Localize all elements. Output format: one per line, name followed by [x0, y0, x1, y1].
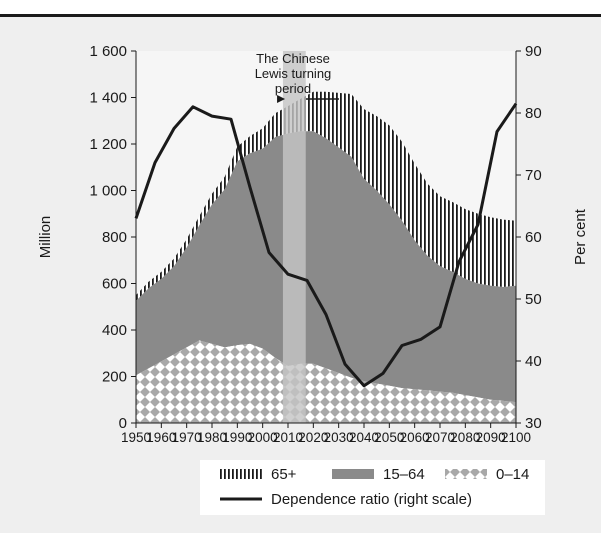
x-tick-label: 1950 [121, 430, 151, 445]
annotation-arrow-head [277, 95, 286, 103]
annotation-line: period [275, 81, 311, 96]
annotation-line: Lewis turning [255, 66, 332, 81]
axes-layer: 0 200 400 600 800 1 000 1 200 1 400 1 600 30 40 50 6… [37, 43, 589, 445]
legend-label: 15–64 [383, 466, 425, 483]
x-tick-label: 1980 [197, 430, 227, 445]
x-tick-label: 2070 [425, 430, 455, 445]
legend-swatch-65-plus [220, 469, 262, 479]
top-rule [0, 14, 601, 17]
x-tick-label: 2020 [298, 430, 328, 445]
y2-tick-label: 80 [525, 105, 542, 122]
y-tick-label: 0 [119, 415, 127, 432]
legend-label: Dependence ratio (right scale) [271, 491, 472, 508]
x-tick-label: 1990 [222, 430, 252, 445]
y-tick-label: 800 [102, 229, 127, 246]
legend-swatch-15-64 [332, 469, 374, 479]
chart-panel: The Chinese Lewis turning period 0 200 400 60… [0, 17, 601, 533]
x-tick-label: 2000 [248, 430, 278, 445]
y2-tick-label: 50 [525, 291, 542, 308]
dependence-ratio-line [134, 102, 518, 388]
x-tick-label: 2050 [374, 430, 404, 445]
x-tick-label: 2080 [450, 430, 480, 445]
area-0-14 [136, 340, 516, 423]
x-tick-label: 2060 [400, 430, 430, 445]
legend: 65+ 15–64 0–14 Dependence ratio (right scal… [200, 460, 545, 515]
y2-tick-label: 60 [525, 229, 542, 246]
y2-tick-label: 40 [525, 353, 542, 370]
y-tick-label: 1 200 [89, 136, 127, 153]
annotation-line: The Chinese [256, 51, 330, 66]
area-65-plus [136, 91, 516, 301]
y2-tick-label: 30 [525, 415, 542, 432]
x-tick-label: 1970 [172, 430, 202, 445]
x-tick-label: 2100 [501, 430, 531, 445]
area-15-64 [136, 131, 516, 403]
y2-tick-label: 70 [525, 167, 542, 184]
legend-swatch-0-14 [445, 469, 487, 479]
y2-tick-label: 90 [525, 43, 542, 60]
y-tick-label: 600 [102, 276, 127, 293]
x-tick-label: 2090 [476, 430, 506, 445]
x-tick-label: 1960 [146, 430, 176, 445]
x-tick-label: 2040 [349, 430, 379, 445]
y2-axis-title: Per cent [572, 208, 589, 265]
y-axis-title: Million [37, 216, 54, 259]
lewis-period-band [282, 51, 306, 423]
legend-label: 0–14 [496, 466, 529, 483]
legend-label: 65+ [271, 466, 297, 483]
y-tick-label: 1 400 [89, 90, 127, 107]
y-tick-label: 1 600 [89, 43, 127, 60]
y-tick-label: 1 000 [89, 183, 127, 200]
y-tick-label: 200 [102, 369, 127, 386]
x-tick-label: 2010 [273, 430, 303, 445]
x-tick-label: 2030 [324, 430, 354, 445]
y-tick-label: 400 [102, 322, 127, 339]
